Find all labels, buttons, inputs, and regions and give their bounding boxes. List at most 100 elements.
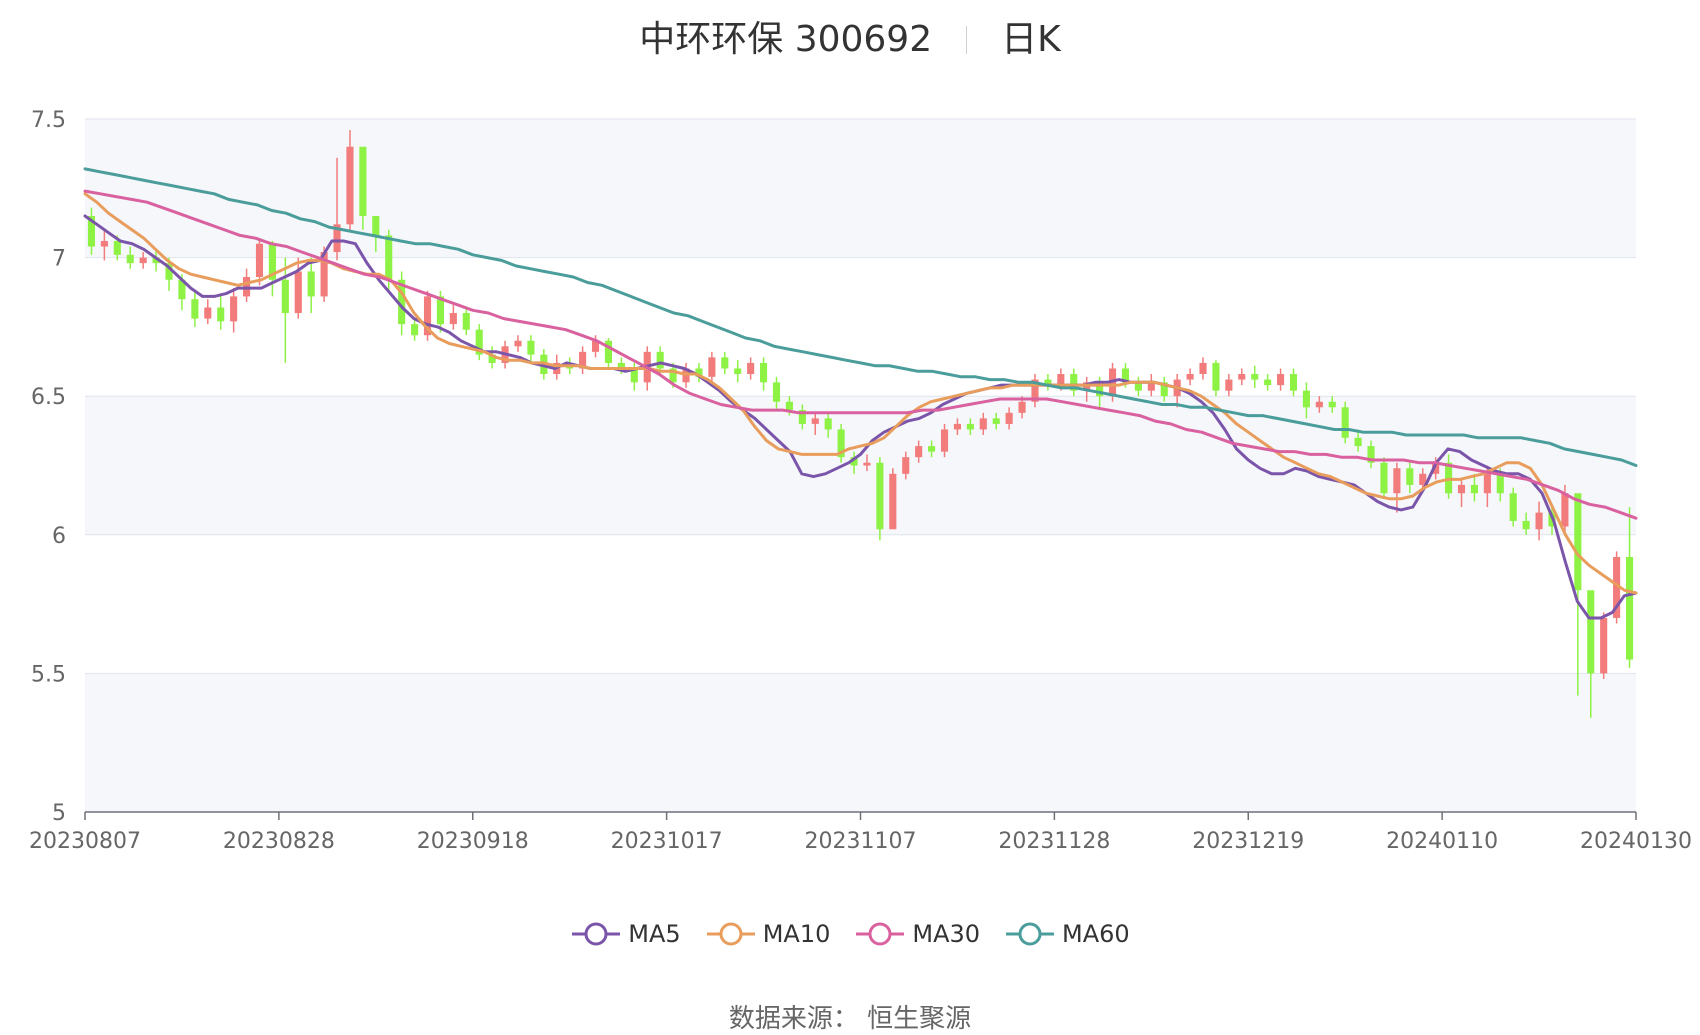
candle-body — [204, 307, 212, 319]
legend-label: MA10 — [762, 920, 831, 948]
candle-body — [1044, 379, 1052, 386]
kline-chart: 5 5.5 6 6.5 7 7.5 20230807 20230828 20230918 2023… — [29, 108, 1692, 854]
candle-body — [152, 257, 160, 264]
candle-body — [1315, 401, 1323, 408]
candle-body — [734, 368, 742, 375]
candle-body — [398, 279, 406, 325]
candle-body — [527, 340, 535, 355]
candle-body — [255, 243, 264, 278]
legend-item-ma5[interactable]: MA5 — [570, 920, 681, 948]
candle-body — [1134, 382, 1142, 391]
legend-item-ma30[interactable]: MA30 — [854, 920, 980, 948]
candle-body — [320, 252, 328, 297]
candle-body — [953, 423, 961, 430]
candle-body — [876, 462, 884, 530]
candle-body — [411, 324, 419, 336]
legend-item-ma10[interactable]: MA10 — [705, 920, 831, 948]
candle-body — [359, 146, 367, 217]
candle-body — [747, 362, 755, 375]
candle-body — [1302, 390, 1310, 408]
candle-body — [1341, 407, 1349, 438]
candle-body — [1509, 493, 1517, 521]
candle-body — [178, 279, 186, 300]
candle-body — [462, 313, 470, 330]
candle-body — [1625, 556, 1634, 660]
candle-body — [824, 418, 832, 430]
candle-body — [669, 368, 677, 383]
candle-body — [1018, 401, 1026, 413]
candle-body — [966, 423, 974, 430]
candle-body — [1289, 374, 1298, 391]
candle-body — [217, 307, 225, 322]
candle-body — [1600, 617, 1608, 674]
candle-body — [346, 146, 354, 225]
candle-body — [1613, 556, 1621, 618]
x-tick-label: 20240130 — [1580, 829, 1692, 854]
candle-body — [837, 429, 845, 458]
series-line-ma5 — [83, 214, 1638, 620]
candle-body — [1483, 473, 1491, 494]
candle-body — [1225, 379, 1233, 391]
candle-body — [307, 271, 315, 297]
candle-body — [1406, 468, 1414, 485]
x-tick-label: 20231017 — [611, 829, 723, 854]
candle-body — [488, 354, 496, 363]
candle-body — [604, 340, 613, 363]
candle-body — [1432, 462, 1440, 474]
candle-body — [87, 216, 96, 247]
y-tick-label: 6 — [52, 524, 66, 549]
candle-body — [1496, 473, 1504, 494]
candle-body — [230, 296, 238, 322]
candle-body — [940, 429, 949, 452]
candle-body — [1354, 437, 1362, 447]
candle-body — [850, 457, 858, 466]
candle-body — [1328, 401, 1336, 408]
x-tick-label: 20230828 — [223, 829, 335, 854]
candle-body — [385, 235, 393, 280]
candle-body — [695, 368, 703, 377]
chart-title: 中环环保 300692 — [639, 19, 933, 60]
y-tick-label: 7.5 — [31, 108, 66, 133]
x-tick-label: 20231128 — [998, 829, 1110, 854]
candle-body — [798, 410, 806, 424]
candle-body — [1238, 374, 1246, 380]
candle-body — [1070, 374, 1078, 391]
candle-body — [772, 382, 781, 402]
legend-label: MA5 — [628, 920, 681, 948]
chart-subtitle: 日K — [1001, 19, 1061, 60]
grid-band — [85, 396, 1636, 535]
candle-body — [165, 263, 173, 280]
y-tick-label: 7 — [52, 247, 66, 272]
candle-body — [630, 368, 638, 383]
chart-title-row: 中环环保 300692 日K — [0, 10, 1700, 62]
candle-body — [1212, 362, 1220, 391]
candle-body — [1574, 493, 1582, 591]
candle-body — [514, 340, 522, 347]
candle-body — [1186, 374, 1194, 380]
data-source: 数据来源： 恒生聚源 — [728, 1004, 972, 1034]
candle-body — [1031, 379, 1039, 402]
candle-body — [708, 357, 716, 377]
candle-body — [785, 401, 793, 411]
candle-body — [1367, 446, 1375, 463]
candle-body — [1160, 382, 1168, 397]
candle-body — [1535, 512, 1543, 530]
candle-body — [423, 296, 432, 336]
legend-marker-icon — [706, 922, 755, 946]
candle-body — [1121, 368, 1130, 383]
legend-item-ma60[interactable]: MA60 — [1004, 920, 1130, 948]
series-line-ma10 — [83, 192, 1638, 595]
candle-body — [915, 446, 923, 458]
candle-body — [1199, 362, 1207, 375]
candle-body — [1419, 473, 1427, 485]
candle-body — [902, 457, 910, 474]
candle-body — [1380, 462, 1388, 494]
candle-body — [372, 216, 380, 236]
candle-body — [436, 296, 444, 325]
candle-body — [333, 224, 341, 253]
candle-body — [721, 357, 729, 369]
candle-body — [617, 362, 625, 369]
candle-body — [191, 299, 199, 319]
candle-body — [294, 271, 302, 314]
y-tick-label: 5 — [52, 801, 66, 826]
